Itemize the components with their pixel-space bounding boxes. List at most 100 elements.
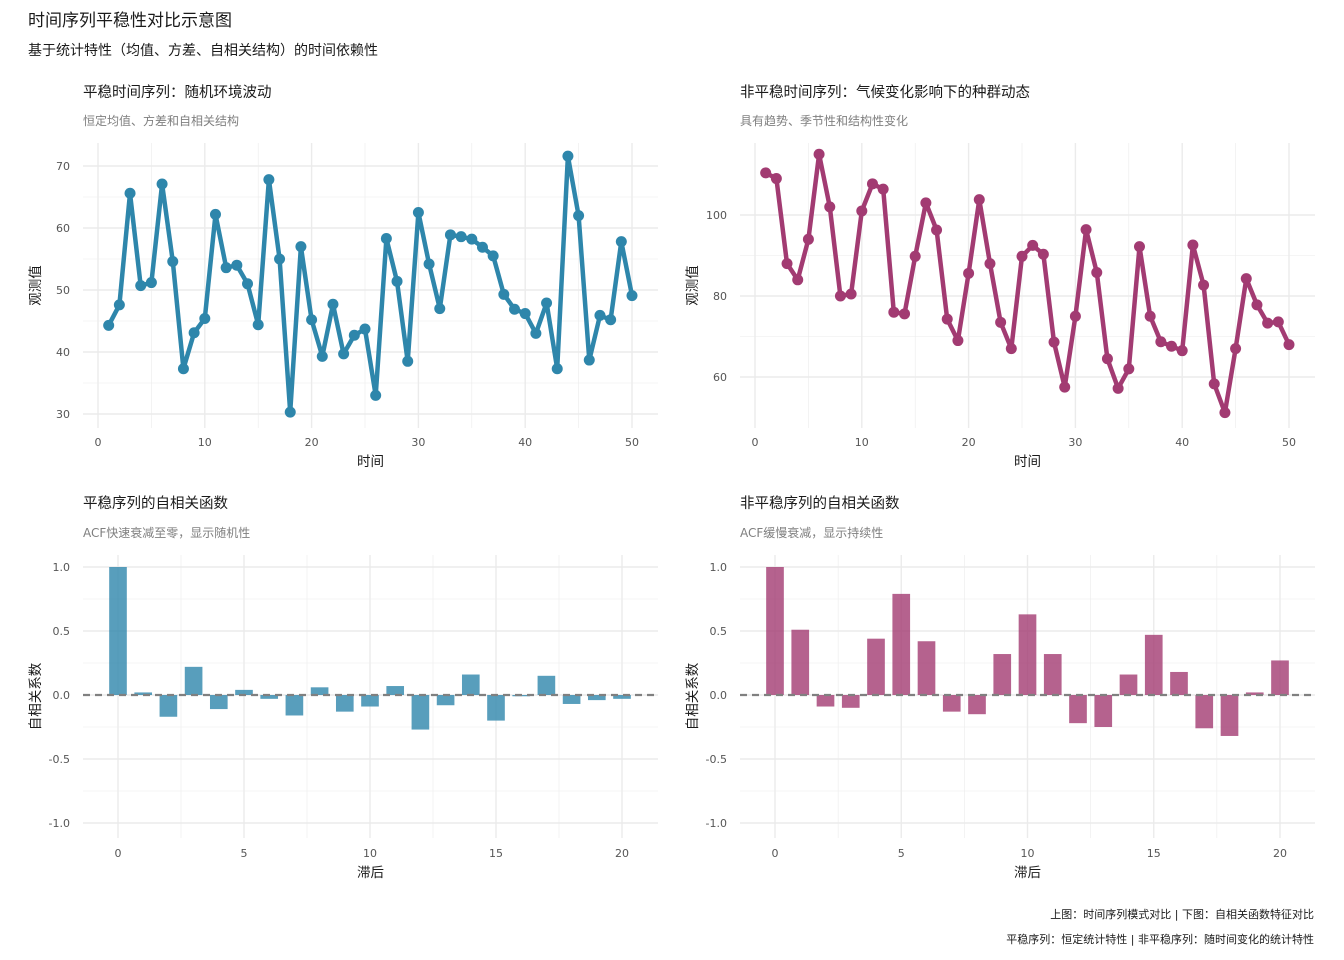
acf-bar	[993, 654, 1012, 695]
acf-bar	[1220, 695, 1239, 736]
acf-bar	[917, 641, 936, 695]
acf-bar	[461, 674, 480, 695]
x-tick-label: 50	[1282, 436, 1296, 449]
y-tick-label: 40	[56, 346, 70, 359]
data-point	[1155, 336, 1167, 348]
acf-bar	[587, 695, 606, 701]
data-point	[760, 167, 772, 179]
data-point	[1198, 279, 1210, 291]
x-tick-label: 10	[1021, 847, 1035, 860]
x-tick-label: 50	[625, 436, 639, 449]
data-point	[423, 258, 435, 270]
acf-bar	[867, 638, 885, 695]
data-point	[402, 355, 414, 367]
acf-bar	[436, 695, 455, 706]
x-tick-label: 10	[855, 436, 869, 449]
data-point	[124, 187, 136, 199]
data-point	[1080, 224, 1092, 236]
data-point	[1123, 363, 1135, 375]
data-point	[1144, 310, 1156, 322]
data-point	[252, 319, 264, 331]
y-tick-label: 0.0	[710, 689, 728, 702]
data-point	[348, 329, 360, 341]
data-point	[295, 241, 307, 253]
acf-bar	[766, 567, 784, 695]
acf-bar	[1144, 634, 1163, 695]
acf-bar	[487, 695, 505, 721]
data-point	[1059, 381, 1071, 393]
data-point	[1112, 382, 1124, 394]
data-point	[1283, 339, 1295, 351]
acf-bar	[1119, 674, 1138, 695]
data-point	[466, 233, 478, 245]
acf-bar	[613, 695, 631, 699]
data-point	[1208, 378, 1220, 390]
x-tick-label: 15	[489, 847, 503, 860]
acf-bar	[1043, 654, 1062, 695]
x-tick-label: 10	[198, 436, 212, 449]
x-tick-label: 20	[1273, 847, 1287, 860]
acf-bar	[1195, 695, 1214, 729]
data-point	[1187, 239, 1199, 251]
data-point	[888, 306, 900, 318]
panel-subtitle: 恒定均值、方差和自相关结构	[83, 113, 239, 128]
acf-bar	[134, 692, 153, 695]
acf-bar	[816, 695, 835, 707]
panel-stationary-acf: 平稳序列的自相关函数 ACF快速衰减至零，显示随机性 0 5 10 15 20 -1.0 -0.…	[28, 495, 658, 881]
series-line	[106, 153, 635, 415]
data-point	[359, 323, 371, 335]
data-point	[877, 183, 889, 195]
data-point	[274, 253, 286, 265]
series-line	[763, 152, 1292, 415]
y-tick-label: 100	[706, 209, 727, 222]
panel-title: 平稳时间序列：随机环境波动	[83, 83, 272, 101]
data-point	[199, 313, 211, 325]
acf-bar	[1271, 660, 1289, 695]
data-point	[306, 314, 318, 326]
acf-bar	[361, 695, 379, 707]
data-point	[1069, 310, 1081, 322]
y-tick-label: -0.5	[49, 753, 70, 766]
data-point	[770, 173, 782, 185]
data-point	[1230, 343, 1242, 355]
x-tick-label: 40	[1175, 436, 1189, 449]
data-point	[455, 231, 467, 243]
data-point	[145, 277, 157, 289]
panel-subtitle: ACF快速衰减至零，显示随机性	[83, 525, 250, 540]
data-point	[220, 262, 232, 274]
acf-bar	[968, 695, 986, 715]
acf-bar	[411, 695, 430, 730]
acf-bar	[386, 686, 405, 695]
acf-bar	[184, 666, 203, 695]
x-tick-label: 30	[411, 436, 425, 449]
panel-subtitle: ACF缓慢衰减，显示持续性	[740, 525, 883, 540]
data-point	[792, 274, 804, 286]
data-point	[135, 280, 147, 292]
acf-bar	[1069, 695, 1087, 724]
x-tick-label: 40	[518, 436, 532, 449]
y-tick-label: 0.5	[53, 625, 71, 638]
data-point	[845, 288, 857, 300]
y-tick-label: 0.0	[53, 689, 71, 702]
acf-bar	[1170, 671, 1188, 695]
y-tick-label: 30	[56, 408, 70, 421]
y-axis-label: 自相关系数	[685, 662, 701, 730]
data-point	[316, 350, 328, 362]
y-tick-label: 50	[56, 284, 70, 297]
data-point	[1251, 299, 1263, 311]
data-point	[231, 259, 243, 271]
x-axis-label: 滞后	[1014, 865, 1041, 881]
x-tick-label: 0	[95, 436, 102, 449]
panel-title: 平稳序列的自相关函数	[83, 495, 228, 512]
data-point	[509, 303, 521, 315]
data-point	[167, 255, 179, 267]
y-tick-label: -0.5	[706, 753, 727, 766]
acf-bar	[235, 689, 253, 695]
data-point	[834, 290, 846, 302]
y-tick-label: 80	[713, 290, 727, 303]
data-point	[1091, 267, 1103, 279]
data-point	[866, 178, 878, 190]
data-point	[856, 205, 868, 217]
data-point	[973, 194, 985, 206]
